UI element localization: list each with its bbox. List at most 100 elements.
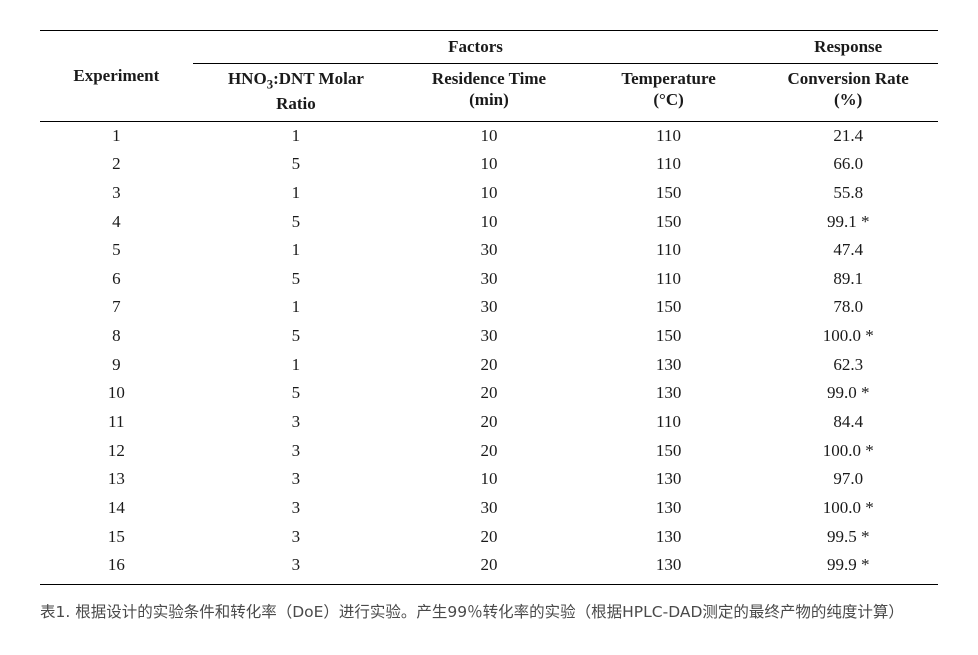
cell-exp: 2	[40, 150, 193, 179]
cell-ratio: 5	[193, 379, 400, 408]
cell-resp: 99.5 *	[758, 523, 938, 552]
resp-line2: (%)	[834, 90, 862, 109]
col-header-temp: Temperature (°C)	[579, 64, 759, 122]
table-row: 1532013099.5 *	[40, 523, 938, 552]
table-row: 1632013099.9 *	[40, 551, 938, 584]
cell-time: 20	[399, 379, 579, 408]
col-header-time: Residence Time (min)	[399, 64, 579, 122]
cell-ratio: 1	[193, 236, 400, 265]
cell-ratio: 5	[193, 265, 400, 294]
cell-exp: 4	[40, 208, 193, 237]
cell-time: 30	[399, 236, 579, 265]
cell-temp: 150	[579, 179, 759, 208]
cell-ratio: 1	[193, 293, 400, 322]
cell-time: 30	[399, 494, 579, 523]
table-row: 513011047.4	[40, 236, 938, 265]
cell-resp: 47.4	[758, 236, 938, 265]
temp-line2: (°C)	[653, 90, 683, 109]
cell-exp: 14	[40, 494, 193, 523]
cell-exp: 11	[40, 408, 193, 437]
cell-temp: 150	[579, 208, 759, 237]
cell-exp: 1	[40, 121, 193, 150]
cell-ratio: 5	[193, 322, 400, 351]
cell-exp: 5	[40, 236, 193, 265]
table-row: 14330130100.0 *	[40, 494, 938, 523]
cell-time: 30	[399, 293, 579, 322]
cell-resp: 97.0	[758, 465, 938, 494]
cell-exp: 9	[40, 351, 193, 380]
cell-temp: 150	[579, 322, 759, 351]
cell-temp: 150	[579, 437, 759, 466]
cell-ratio: 3	[193, 465, 400, 494]
table-row: 713015078.0	[40, 293, 938, 322]
col-header-ratio: HNO3:DNT Molar Ratio	[193, 64, 400, 122]
cell-resp: 66.0	[758, 150, 938, 179]
temp-line1: Temperature	[621, 69, 715, 88]
col-group-factors: Factors	[193, 31, 759, 64]
cell-time: 20	[399, 551, 579, 584]
cell-exp: 10	[40, 379, 193, 408]
table-row: 451015099.1 *	[40, 208, 938, 237]
cell-time: 10	[399, 179, 579, 208]
cell-ratio: 3	[193, 494, 400, 523]
cell-temp: 130	[579, 351, 759, 380]
col-group-response: Response	[758, 31, 938, 64]
cell-resp: 99.9 *	[758, 551, 938, 584]
cell-time: 30	[399, 265, 579, 294]
table-caption: 表1. 根据设计的实验条件和转化率（DoE）进行实验。产生99％转化率的实验（根…	[40, 599, 938, 625]
cell-temp: 150	[579, 293, 759, 322]
cell-exp: 8	[40, 322, 193, 351]
table-row: 8530150100.0 *	[40, 322, 938, 351]
cell-time: 10	[399, 121, 579, 150]
table-row: 12320150100.0 *	[40, 437, 938, 466]
cell-ratio: 1	[193, 179, 400, 208]
cell-exp: 12	[40, 437, 193, 466]
ratio-line1a: HNO	[228, 69, 267, 88]
cell-temp: 130	[579, 523, 759, 552]
table-row: 1052013099.0 *	[40, 379, 938, 408]
cell-temp: 130	[579, 379, 759, 408]
cell-resp: 100.0 *	[758, 437, 938, 466]
cell-time: 20	[399, 408, 579, 437]
cell-temp: 130	[579, 465, 759, 494]
cell-time: 20	[399, 523, 579, 552]
cell-time: 10	[399, 208, 579, 237]
cell-resp: 21.4	[758, 121, 938, 150]
cell-resp: 55.8	[758, 179, 938, 208]
cell-ratio: 3	[193, 437, 400, 466]
cell-temp: 130	[579, 551, 759, 584]
col-header-experiment: Experiment	[40, 31, 193, 122]
cell-ratio: 1	[193, 351, 400, 380]
cell-time: 10	[399, 150, 579, 179]
cell-temp: 110	[579, 265, 759, 294]
table-row: 653011089.1	[40, 265, 938, 294]
cell-resp: 99.0 *	[758, 379, 938, 408]
cell-resp: 100.0 *	[758, 494, 938, 523]
cell-resp: 100.0 *	[758, 322, 938, 351]
table-row: 111011021.4	[40, 121, 938, 150]
cell-ratio: 3	[193, 523, 400, 552]
time-line2: (min)	[469, 90, 509, 109]
cell-resp: 89.1	[758, 265, 938, 294]
cell-time: 20	[399, 437, 579, 466]
cell-exp: 3	[40, 179, 193, 208]
cell-ratio: 3	[193, 408, 400, 437]
ratio-line2: Ratio	[276, 94, 316, 113]
experiment-table: Experiment Factors Response HNO3:DNT Mol…	[40, 30, 938, 585]
cell-temp: 110	[579, 408, 759, 437]
cell-temp: 110	[579, 236, 759, 265]
cell-exp: 13	[40, 465, 193, 494]
time-line1: Residence Time	[432, 69, 546, 88]
ratio-line1b: :DNT Molar	[273, 69, 364, 88]
cell-resp: 84.4	[758, 408, 938, 437]
cell-ratio: 5	[193, 208, 400, 237]
cell-resp: 99.1 *	[758, 208, 938, 237]
resp-line1: Conversion Rate	[788, 69, 909, 88]
table-row: 1132011084.4	[40, 408, 938, 437]
cell-time: 20	[399, 351, 579, 380]
cell-temp: 110	[579, 150, 759, 179]
cell-time: 30	[399, 322, 579, 351]
cell-temp: 110	[579, 121, 759, 150]
cell-exp: 6	[40, 265, 193, 294]
table-row: 251011066.0	[40, 150, 938, 179]
